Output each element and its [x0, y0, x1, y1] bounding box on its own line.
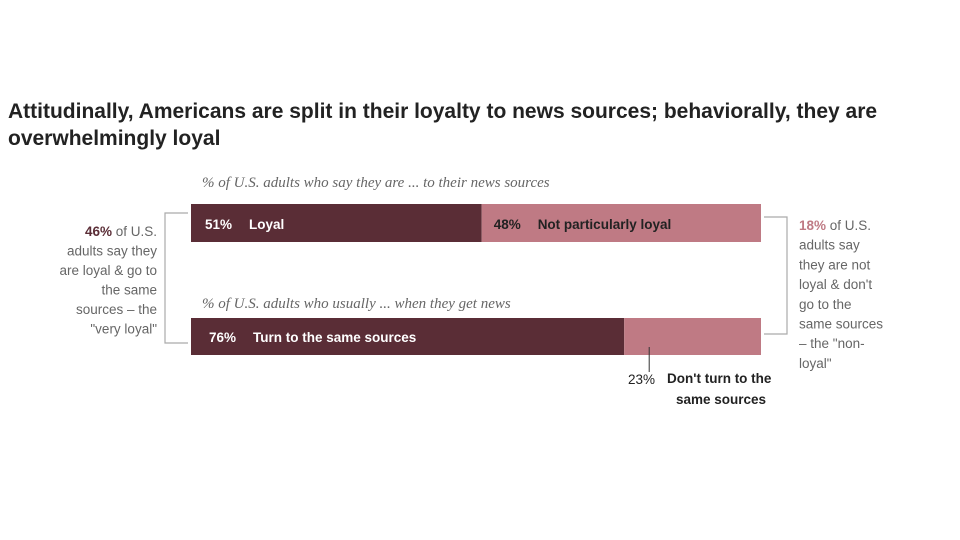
bar-category-label: Don't turn to the [667, 371, 772, 386]
annotation-line: same sources [799, 317, 883, 332]
annotation-line: sources – the [76, 302, 157, 317]
bar-category-label: Turn to the same sources [253, 330, 416, 345]
right-annotation: 18% of U.S. adults say they are not loyal &… [799, 218, 883, 371]
annotation-line: 46% of U.S. [85, 224, 157, 239]
annotation-line: "very loyal" [90, 322, 157, 337]
bar-subtitle: % of U.S. adults who say they are ... to… [202, 175, 550, 191]
bar-value-label: 51% [205, 217, 232, 232]
bar-segment [191, 318, 625, 355]
chart-title: Attitudinally, Americans are split in th… [8, 100, 878, 150]
bar-category-label: Loyal [249, 217, 284, 232]
bar-segment [481, 204, 761, 242]
bar-value-label: 48% [494, 217, 521, 232]
annotation-line: loyal" [799, 356, 832, 371]
annotation-line: go to the [799, 297, 852, 312]
annotation-percent: 46% [85, 224, 116, 239]
annotation-line: loyal & don't [799, 277, 872, 292]
bar-subtitle: % of U.S. adults who usually ... when th… [202, 296, 511, 312]
bar-segment [624, 318, 761, 355]
annotation-line: they are not [799, 257, 871, 272]
annotation-percent: 18% [799, 218, 830, 233]
annotation-text: of U.S. [830, 218, 871, 233]
annotation-line: adults say [799, 238, 860, 253]
bar-value-label: 23% [628, 372, 655, 387]
bar-segment [191, 204, 482, 242]
annotation-text: of U.S. [116, 224, 157, 239]
annotation-line: adults say they [67, 244, 157, 259]
annotation-line: the same [101, 283, 157, 298]
left-annotation: 46% of U.S. adults say they are loyal & go… [59, 224, 157, 337]
left-bracket [164, 212, 188, 344]
annotation-line: 18% of U.S. [799, 218, 871, 233]
annotation-line: – the "non- [799, 336, 865, 351]
annotation-line: are loyal & go to [59, 263, 157, 278]
bar-category-label: Not particularly loyal [538, 217, 672, 232]
bar-category-label: same sources [676, 392, 766, 407]
bar-value-label: 76% [209, 330, 236, 345]
right-bracket [764, 216, 788, 335]
